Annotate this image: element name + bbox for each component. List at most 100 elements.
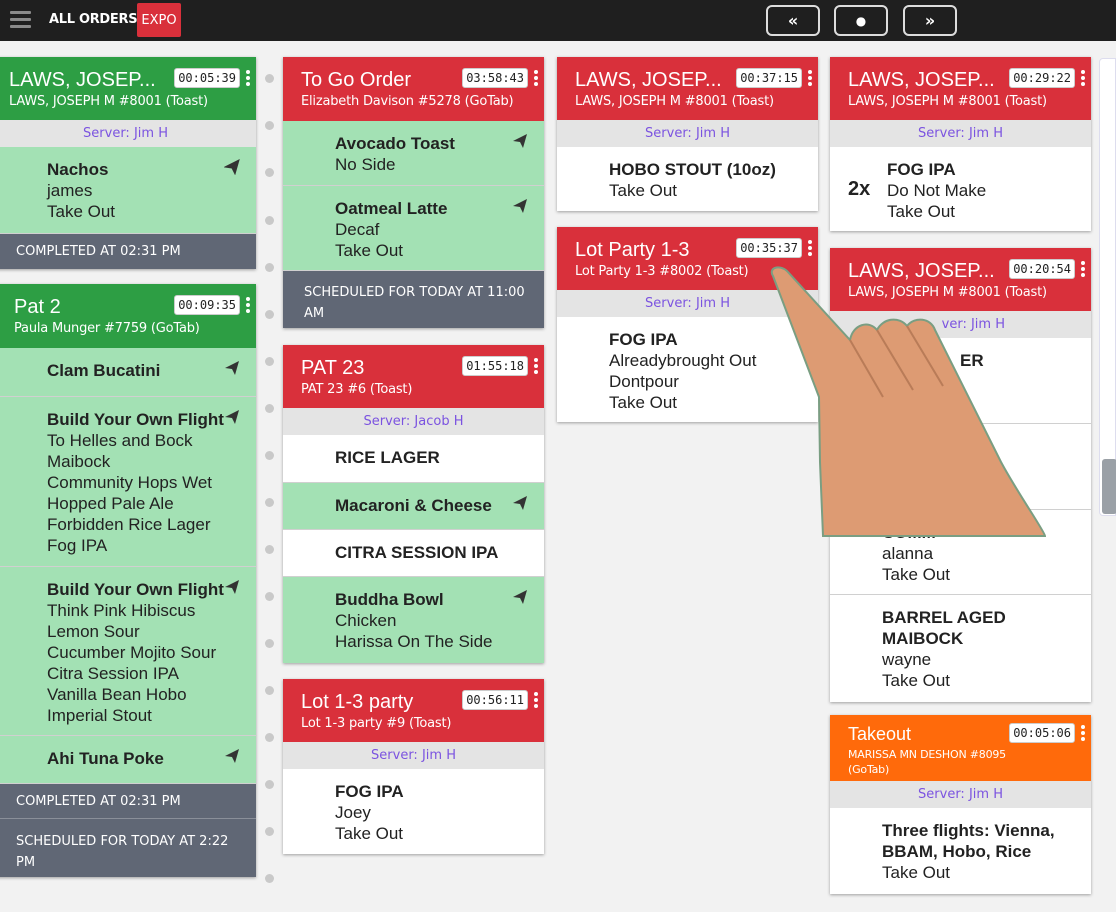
order-subtitle: Lot Party 1-3 #8002 (Toast) <box>575 264 749 279</box>
order-card-header[interactable]: Pat 2 Paula Munger #7759 (GoTab) 00:09:3… <box>0 284 256 348</box>
sent-icon <box>225 410 239 424</box>
completed-footer: COMPLETED AT 02:31 PM <box>0 784 256 819</box>
scheduled-footer: SCHEDULED FOR TODAY AT 2:22 PM <box>0 819 256 877</box>
item-modifier: To Helles and Bock <box>47 431 193 450</box>
order-item[interactable]: Macaroni & Cheese <box>283 483 544 530</box>
more-options-icon[interactable] <box>534 692 538 710</box>
item-modifier: wayne <box>882 650 932 669</box>
order-item[interactable]: Build Your Own Flight Think Pink Hibiscu… <box>0 567 256 736</box>
order-card-header[interactable]: LAWS, JOSEP... LAWS, JOSEPH M #8001 (Toa… <box>0 57 256 120</box>
order-item[interactable]: FOG IPA Joey Take Out <box>283 769 544 854</box>
item-modifier: Think Pink Hibiscus <box>47 601 196 620</box>
item-modifier: Vanilla Bean Hobo <box>47 685 187 704</box>
order-item[interactable]: Ahi Tuna Poke <box>0 736 256 784</box>
order-card[interactable]: Lot Party 1-3 Lot Party 1-3 #8002 (Toast… <box>557 227 818 422</box>
order-card[interactable]: Lot 1-3 party Lot 1-3 party #9 (Toast) 0… <box>283 679 544 854</box>
order-timer: 00:05:06 <box>1009 723 1075 743</box>
order-item[interactable]: Build Your Own Flight To Helles and Bock… <box>0 397 256 567</box>
more-options-icon[interactable] <box>246 70 250 88</box>
item-modifier: Lemon Sour <box>47 622 140 641</box>
order-card[interactable]: LAWS, JOSEP... LAWS, JOSEPH M #8001 (Toa… <box>0 57 256 269</box>
previous-page-button[interactable]: « <box>766 5 820 36</box>
sent-icon <box>225 749 239 763</box>
page-title: ALL ORDERS <box>49 12 138 27</box>
order-card[interactable]: LAWS, JOSEP... LAWS, JOSEPH M #8001 (Toa… <box>830 248 1091 702</box>
item-modifier: Take Out <box>882 863 951 882</box>
order-item[interactable]: HOBO STOUT (10oz) Take Out <box>557 147 818 211</box>
order-item[interactable]: BARREL AGED MAIBOCK wayne Take Out <box>830 595 1091 702</box>
item-modifier: Joey <box>335 803 371 822</box>
sent-icon <box>513 590 527 604</box>
order-item[interactable]: Buddha Bowl Chicken Harissa On The Side <box>283 577 544 663</box>
order-item[interactable]: Nachos james Take Out <box>0 147 256 234</box>
order-item[interactable]: 2x FOG IPA Do Not Make Take Out <box>830 147 1091 231</box>
item-name: Ahi Tuna Poke <box>47 749 164 768</box>
order-item[interactable]: Avocado Toast No Side <box>283 121 544 186</box>
order-name: Lot Party 1-3 <box>575 239 690 261</box>
item-name: Clam Bucatini <box>47 361 161 380</box>
order-card[interactable]: LAWS, JOSEP... LAWS, JOSEPH M #8001 (Toa… <box>830 57 1091 231</box>
order-card[interactable]: LAWS, JOSEP... LAWS, JOSEPH M #8001 (Toa… <box>557 57 818 211</box>
order-timer: 03:58:43 <box>462 68 528 88</box>
item-modifier: Do Not Make <box>887 181 987 200</box>
more-options-icon[interactable] <box>1081 725 1085 743</box>
next-page-button[interactable]: » <box>903 5 957 36</box>
order-timer: 00:05:39 <box>174 68 240 88</box>
expo-badge[interactable]: EXPO <box>137 3 181 37</box>
rail-dot <box>265 216 274 225</box>
order-item[interactable]: FOG IPA Alreadybrought Out Dontpour Take… <box>557 317 818 422</box>
order-card-header[interactable]: LAWS, JOSEP... LAWS, JOSEPH M #8001 (Toa… <box>557 57 818 120</box>
order-item[interactable]: RICE LAGER <box>283 435 544 483</box>
order-card[interactable]: To Go Order Elizabeth Davison #5278 (GoT… <box>283 57 544 328</box>
order-card-header[interactable]: LAWS, JOSEP... LAWS, JOSEPH M #8001 (Toa… <box>830 248 1091 311</box>
order-card[interactable]: Takeout MARISSA MN DESHON #8095 (GoTab) … <box>830 715 1091 894</box>
more-options-icon[interactable] <box>808 240 812 258</box>
order-card[interactable]: Pat 2 Paula Munger #7759 (GoTab) 00:09:3… <box>0 284 256 877</box>
more-options-icon[interactable] <box>1081 70 1085 88</box>
rail-dot <box>265 498 274 507</box>
rail-dot <box>265 404 274 413</box>
item-modifier: Hopped Pale Ale <box>47 494 174 513</box>
more-options-icon[interactable] <box>246 297 250 315</box>
order-subtitle: Paula Munger #7759 (GoTab) <box>14 321 200 336</box>
order-item[interactable]: CITRA SESSION IPA <box>283 530 544 577</box>
order-item[interactable]: Clam Bucatini <box>0 348 256 397</box>
menu-icon[interactable] <box>10 11 31 29</box>
order-item[interactable]: Oatmeal Latte Decaf Take Out <box>283 186 544 271</box>
server-label: Server: Jim H <box>830 781 1091 808</box>
server-label: Server: Jacob H <box>283 408 544 435</box>
rail-dot <box>265 780 274 789</box>
side-panel[interactable] <box>1099 58 1116 516</box>
order-card-header[interactable]: Takeout MARISSA MN DESHON #8095 (GoTab) … <box>830 715 1091 781</box>
order-card-header[interactable]: Lot 1-3 party Lot 1-3 party #9 (Toast) 0… <box>283 679 544 742</box>
order-card-header[interactable]: LAWS, JOSEP... LAWS, JOSEPH M #8001 (Toa… <box>830 57 1091 120</box>
rail-dot <box>265 74 274 83</box>
order-timer: 00:20:54 <box>1009 259 1075 279</box>
rail-dot <box>265 357 274 366</box>
order-item[interactable]: Three flights: Vienna, BBAM, Hobo, Rice … <box>830 808 1091 894</box>
item-name: Three flights: Vienna, BBAM, Hobo, Rice <box>882 821 1055 861</box>
order-card-header[interactable]: PAT 23 PAT 23 #6 (Toast) 01:55:18 <box>283 345 544 408</box>
scrollbar[interactable] <box>1102 459 1116 514</box>
item-modifier: Forbidden Rice Lager <box>47 515 211 534</box>
rail-dot <box>265 827 274 836</box>
server-label: Server: Jim H <box>557 120 818 147</box>
order-name: Takeout <box>848 724 912 744</box>
item-modifier: Take Out <box>887 202 956 221</box>
order-card-header[interactable]: To Go Order Elizabeth Davison #5278 (GoT… <box>283 57 544 121</box>
sent-icon <box>513 496 527 510</box>
more-options-icon[interactable] <box>534 70 538 88</box>
more-options-icon[interactable] <box>534 358 538 376</box>
order-card[interactable]: PAT 23 PAT 23 #6 (Toast) 01:55:18 Server… <box>283 345 544 663</box>
more-options-icon[interactable] <box>808 70 812 88</box>
item-modifier: No Side <box>335 155 396 174</box>
rail-dot <box>265 686 274 695</box>
rail-dot <box>265 874 274 883</box>
item-modifier: Dontpour <box>609 372 679 391</box>
more-options-icon[interactable] <box>1081 261 1085 279</box>
order-subtitle: MARISSA MN DESHON #8095 (GoTab) <box>848 748 1006 776</box>
order-subtitle: PAT 23 #6 (Toast) <box>301 382 413 397</box>
current-page-button[interactable]: ● <box>834 5 888 36</box>
sent-icon <box>225 361 239 375</box>
item-modifier: Alreadybrought Out <box>609 351 757 370</box>
